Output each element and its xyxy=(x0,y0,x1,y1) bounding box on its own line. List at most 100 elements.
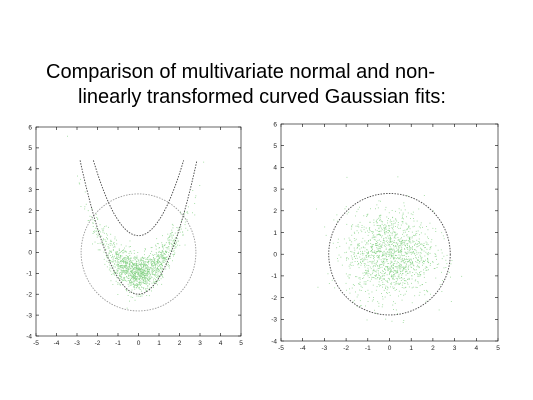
data-point xyxy=(78,182,80,184)
data-point xyxy=(180,213,182,215)
data-point xyxy=(138,278,140,280)
data-point xyxy=(436,267,438,268)
data-point xyxy=(411,282,412,284)
data-point xyxy=(412,264,414,266)
data-point xyxy=(147,266,149,268)
data-point xyxy=(126,290,128,292)
data-point xyxy=(121,273,123,275)
data-point xyxy=(183,214,185,216)
data-point xyxy=(142,273,144,275)
data-point xyxy=(163,260,165,262)
data-point xyxy=(142,278,144,280)
data-point xyxy=(124,278,125,280)
data-point xyxy=(373,255,375,257)
data-point xyxy=(359,248,361,250)
data-point xyxy=(401,260,403,262)
data-point xyxy=(382,242,384,243)
data-point xyxy=(96,233,98,235)
data-point xyxy=(157,254,159,255)
data-point xyxy=(149,283,150,285)
data-point xyxy=(87,210,89,212)
data-point xyxy=(157,266,158,268)
data-point xyxy=(398,250,400,252)
data-point xyxy=(380,226,382,228)
data-point xyxy=(399,251,401,253)
data-point xyxy=(165,251,166,253)
data-point xyxy=(414,280,416,282)
data-point xyxy=(333,219,335,221)
data-point xyxy=(133,286,135,287)
data-point xyxy=(404,242,406,244)
data-point xyxy=(378,248,380,249)
data-point xyxy=(382,255,383,257)
data-point xyxy=(398,265,400,266)
data-point xyxy=(140,271,142,272)
data-point xyxy=(398,247,400,249)
data-point xyxy=(367,289,369,291)
data-point xyxy=(94,230,96,232)
data-point xyxy=(113,242,115,243)
data-point xyxy=(417,241,419,242)
data-point xyxy=(398,228,400,229)
x-tick-label: 2 xyxy=(178,340,182,347)
data-point xyxy=(392,217,393,219)
data-point xyxy=(143,265,145,267)
data-point xyxy=(420,227,421,229)
data-point xyxy=(106,256,108,258)
data-point xyxy=(157,261,159,262)
data-point xyxy=(138,264,140,266)
data-point xyxy=(392,304,394,306)
data-point xyxy=(371,263,373,265)
data-point xyxy=(404,249,406,250)
data-point xyxy=(378,246,380,248)
data-point xyxy=(143,270,145,272)
data-point xyxy=(377,301,379,303)
data-point xyxy=(415,234,417,236)
data-point xyxy=(426,290,428,292)
data-point xyxy=(151,247,153,248)
data-point xyxy=(122,250,124,252)
data-point xyxy=(361,241,363,243)
data-point xyxy=(166,265,168,267)
data-point xyxy=(398,275,400,277)
data-point xyxy=(434,256,436,257)
data-point xyxy=(172,241,174,243)
data-point xyxy=(173,250,175,252)
data-point xyxy=(395,210,396,212)
data-point xyxy=(379,217,381,219)
data-point xyxy=(157,243,159,245)
data-point xyxy=(146,265,148,267)
data-point xyxy=(120,257,122,259)
data-point xyxy=(158,255,159,257)
data-point xyxy=(380,271,381,273)
data-point xyxy=(87,220,89,222)
data-point xyxy=(380,284,382,286)
data-point xyxy=(145,265,146,267)
data-point xyxy=(443,238,445,240)
right-data-points xyxy=(316,176,463,323)
data-point xyxy=(365,256,367,258)
data-point xyxy=(94,241,96,243)
data-point xyxy=(109,264,111,266)
data-point xyxy=(142,271,144,272)
data-point xyxy=(396,266,398,268)
data-point xyxy=(397,272,399,273)
data-point xyxy=(134,273,136,275)
data-point xyxy=(411,251,413,253)
data-point xyxy=(161,246,163,247)
data-point xyxy=(131,273,133,274)
data-point xyxy=(408,261,409,263)
data-point xyxy=(151,250,153,252)
data-point xyxy=(424,247,426,249)
data-point xyxy=(404,254,405,256)
data-point xyxy=(383,263,385,265)
data-point xyxy=(138,279,140,281)
data-point xyxy=(371,252,373,253)
data-point xyxy=(159,247,160,248)
data-point xyxy=(386,281,388,282)
data-point xyxy=(141,262,142,263)
data-point xyxy=(175,237,177,239)
data-point xyxy=(403,278,405,279)
data-point xyxy=(135,276,137,278)
data-point xyxy=(121,279,123,280)
